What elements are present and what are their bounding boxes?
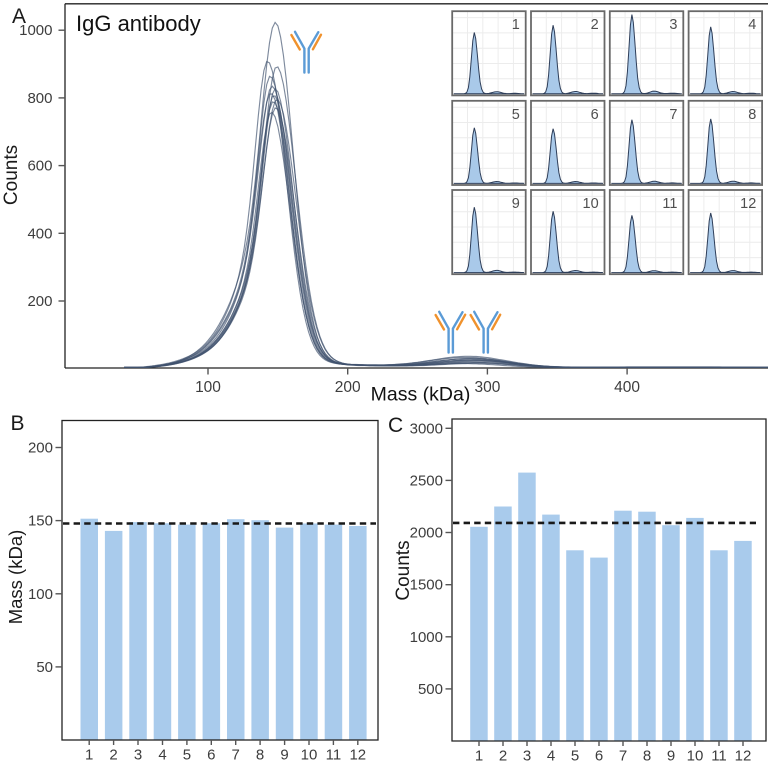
svg-text:3: 3 <box>669 17 677 33</box>
svg-text:1: 1 <box>475 748 483 765</box>
svg-text:2: 2 <box>591 17 599 33</box>
svg-text:800: 800 <box>27 90 52 107</box>
svg-text:10: 10 <box>687 748 704 765</box>
svg-text:Mass (kDa): Mass (kDa) <box>371 384 471 406</box>
svg-text:7: 7 <box>619 748 627 765</box>
svg-text:7: 7 <box>232 747 240 764</box>
svg-text:400: 400 <box>614 379 640 396</box>
svg-text:IgG antibody: IgG antibody <box>76 11 201 36</box>
svg-text:9: 9 <box>667 748 675 765</box>
svg-text:1000: 1000 <box>19 22 52 39</box>
svg-text:6: 6 <box>591 107 599 123</box>
svg-text:B: B <box>11 412 25 435</box>
svg-text:1000: 1000 <box>410 629 443 646</box>
svg-text:9: 9 <box>280 747 288 764</box>
svg-text:11: 11 <box>711 748 727 765</box>
svg-text:2000: 2000 <box>410 525 443 542</box>
svg-text:4: 4 <box>748 17 756 33</box>
svg-text:10: 10 <box>301 747 318 764</box>
svg-text:9: 9 <box>512 196 520 212</box>
svg-text:5: 5 <box>183 747 191 764</box>
svg-text:2500: 2500 <box>410 472 443 489</box>
svg-text:C: C <box>388 414 403 437</box>
svg-text:400: 400 <box>27 225 52 242</box>
svg-text:50: 50 <box>36 659 53 676</box>
svg-text:11: 11 <box>326 747 342 764</box>
svg-text:7: 7 <box>669 107 677 123</box>
svg-text:1: 1 <box>85 747 93 764</box>
svg-text:200: 200 <box>27 293 52 310</box>
svg-text:5: 5 <box>512 107 520 123</box>
svg-text:150: 150 <box>28 513 53 530</box>
svg-text:3000: 3000 <box>410 420 443 437</box>
svg-text:11: 11 <box>662 196 677 212</box>
svg-text:Counts: Counts <box>1 145 22 205</box>
svg-text:2: 2 <box>499 748 507 765</box>
svg-text:8: 8 <box>643 748 651 765</box>
svg-text:300: 300 <box>474 379 500 396</box>
svg-text:2: 2 <box>109 747 117 764</box>
svg-text:4: 4 <box>547 748 555 765</box>
svg-text:12: 12 <box>349 747 366 764</box>
svg-text:6: 6 <box>595 748 603 765</box>
svg-text:1: 1 <box>512 17 520 33</box>
svg-text:100: 100 <box>28 586 53 603</box>
svg-text:6: 6 <box>207 747 215 764</box>
svg-text:10: 10 <box>583 196 599 212</box>
svg-text:1500: 1500 <box>410 577 443 594</box>
svg-text:200: 200 <box>335 379 361 396</box>
svg-text:600: 600 <box>27 158 52 175</box>
svg-text:A: A <box>12 5 26 28</box>
svg-text:200: 200 <box>28 440 53 457</box>
svg-text:500: 500 <box>418 681 443 698</box>
svg-text:Counts: Counts <box>393 540 414 600</box>
svg-text:12: 12 <box>735 748 752 765</box>
svg-text:5: 5 <box>571 748 579 765</box>
svg-text:8: 8 <box>748 107 756 123</box>
svg-text:12: 12 <box>740 196 756 212</box>
svg-text:3: 3 <box>523 748 531 765</box>
svg-text:8: 8 <box>256 747 264 764</box>
svg-text:4: 4 <box>158 747 166 764</box>
svg-text:Mass (kDa): Mass (kDa) <box>5 530 26 625</box>
svg-text:100: 100 <box>195 379 221 396</box>
svg-text:3: 3 <box>134 747 142 764</box>
